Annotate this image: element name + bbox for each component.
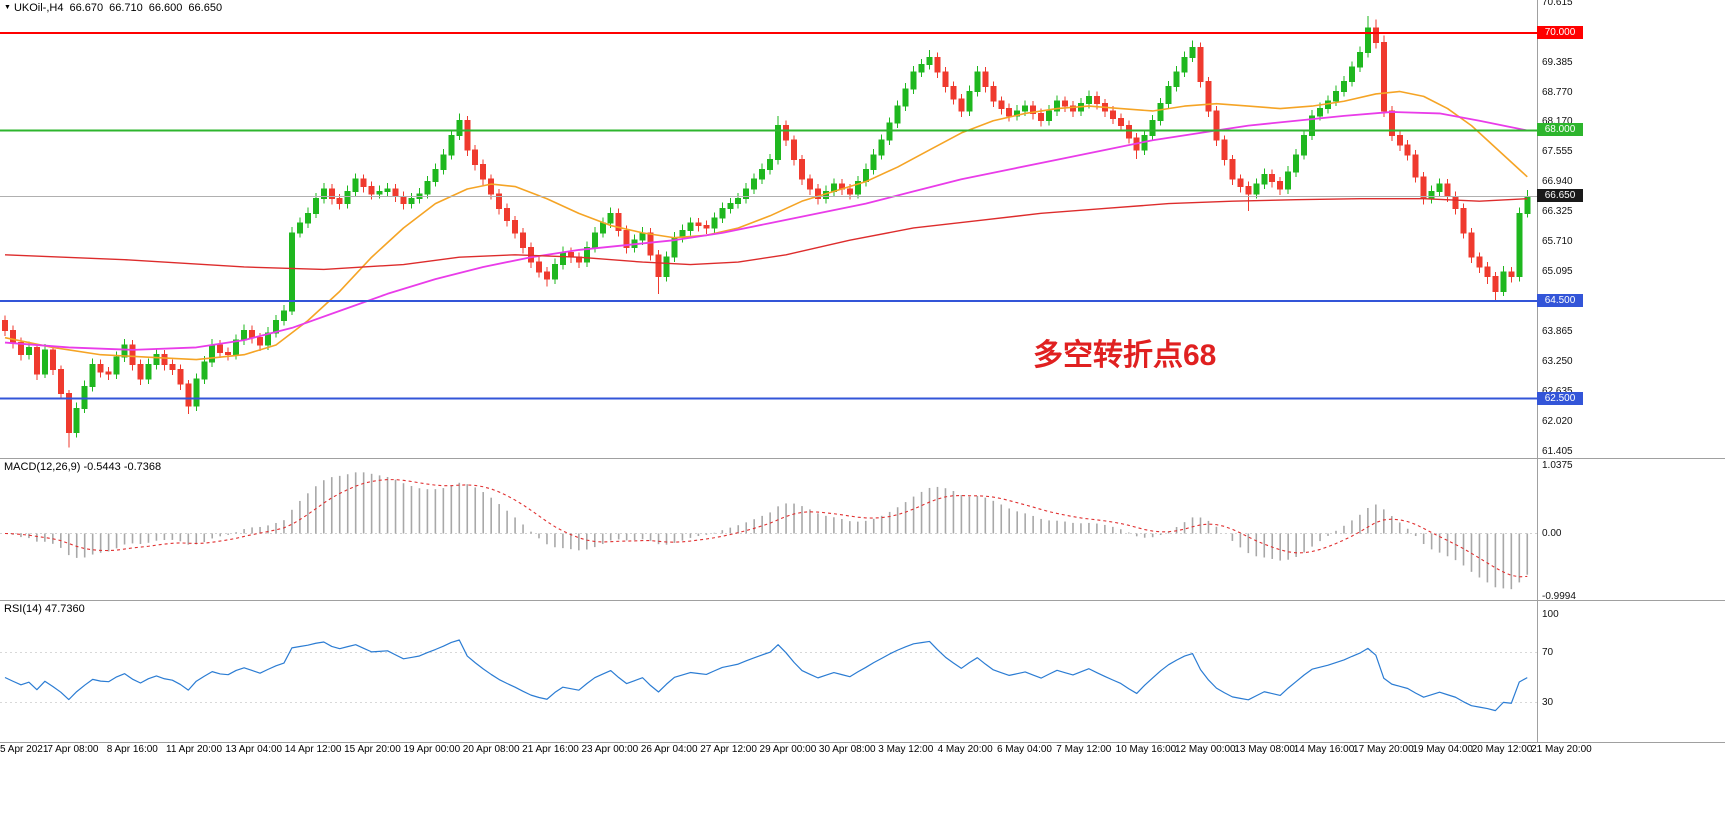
- time-axis-label: 15 Apr 20:00: [344, 744, 401, 755]
- price-level-badge: 70.000: [1537, 25, 1583, 39]
- rsi-indicator-label: RSI(14) 47.7360: [4, 603, 85, 615]
- symbol-timeframe: UKOil-,H4: [13, 2, 64, 14]
- time-axis-label: 20 May 12:00: [1471, 744, 1533, 755]
- macd-indicator-label: MACD(12,26,9) -0.5443 -0.7368: [4, 461, 162, 473]
- time-axis-label: 11 Apr 20:00: [166, 744, 223, 755]
- ohlc-low: 66.600: [148, 2, 183, 14]
- time-axis-label: 21 Apr 16:00: [522, 744, 579, 755]
- panel-separator[interactable]: [0, 742, 1725, 743]
- ohlc-open: 66.670: [69, 2, 104, 14]
- macd-indicator-canvas[interactable]: [0, 459, 1537, 601]
- price-axis-label: 61.405: [1542, 445, 1573, 457]
- rsi-indicator-canvas[interactable]: [0, 601, 1537, 742]
- price-level-badge: 62.500: [1537, 391, 1583, 405]
- time-axis-label: 20 Apr 08:00: [462, 744, 520, 755]
- macd-axis-label: -0.9994: [1542, 591, 1576, 602]
- price-axis-label: 69.385: [1542, 56, 1573, 68]
- time-axis-label: 5 Apr 2021: [0, 744, 49, 755]
- price-axis-label: 65.710: [1542, 236, 1573, 248]
- time-axis-label: 14 May 16:00: [1293, 744, 1355, 755]
- time-axis-label: 7 May 12:00: [1056, 744, 1112, 755]
- price-axis-label: 66.325: [1542, 206, 1573, 218]
- time-axis-label: 23 Apr 00:00: [581, 744, 639, 755]
- time-axis-label: 29 Apr 00:00: [759, 744, 817, 755]
- symbol-dropdown-icon: ▼: [4, 4, 11, 11]
- time-axis-label: 10 May 16:00: [1115, 744, 1177, 755]
- time-axis-label: 17 May 20:00: [1353, 744, 1414, 755]
- price-chart-canvas[interactable]: [0, 0, 1537, 458]
- ma-medium-magenta-line: [4, 111, 1528, 351]
- macd-axis-label: 0.00: [1542, 527, 1562, 539]
- time-axis-label: 6 May 04:00: [996, 744, 1052, 755]
- macd-axis-label: 1.0375: [1542, 460, 1573, 472]
- time-axis-label: 26 Apr 04:00: [640, 744, 698, 755]
- time-axis-label: 8 Apr 16:00: [106, 744, 158, 755]
- time-axis-label: 3 May 12:00: [878, 744, 934, 755]
- price-level-badge: 68.000: [1537, 123, 1583, 137]
- time-axis-label: 12 May 00:00: [1175, 744, 1236, 755]
- rsi-axis-label: 70: [1542, 646, 1554, 658]
- macd-histogram: [12, 472, 1529, 590]
- time-axis-label: 30 Apr 08:00: [818, 744, 876, 755]
- rsi-line: [4, 639, 1528, 712]
- rsi-axis-label: 30: [1542, 696, 1554, 708]
- price-axis-label: 63.250: [1542, 356, 1573, 368]
- time-axis-label: 7 Apr 08:00: [47, 744, 99, 755]
- price-axis-label: 62.635: [1542, 386, 1573, 398]
- chart-title: ▼ UKOil-,H4 66.670 66.710 66.600 66.650: [4, 2, 222, 14]
- macd-signal-line: [4, 479, 1528, 578]
- time-axis-label: 4 May 20:00: [937, 744, 993, 755]
- panel-separator[interactable]: [0, 458, 1725, 459]
- ohlc-close: 66.650: [188, 2, 223, 14]
- rsi-axis-label: 100: [1542, 609, 1559, 620]
- panel-separator[interactable]: [0, 600, 1725, 601]
- ohlc-high: 66.710: [109, 2, 143, 14]
- price-axis-label: 62.020: [1542, 416, 1573, 427]
- price-axis-label: 66.940: [1542, 176, 1573, 188]
- price-axis-label: 65.095: [1542, 266, 1573, 278]
- time-axis-label: 21 May 20:00: [1531, 744, 1592, 755]
- ma-fast-orange-line: [4, 90, 1528, 361]
- time-axis-label: 13 May 08:00: [1234, 744, 1295, 755]
- time-axis-label: 19 May 04:00: [1412, 744, 1473, 755]
- time-axis[interactable]: 5 Apr 2021 7 Apr 08:00 8 Apr 16:00 11 Apr 2…: [0, 744, 1725, 760]
- price-axis[interactable]: 70.615 69.385 68.770 68.170 67.555 66.940 66.3…: [1537, 0, 1725, 743]
- price-axis-label: 63.865: [1542, 326, 1573, 338]
- time-axis-label: 13 Apr 04:00: [225, 744, 283, 755]
- chart-annotation-text[interactable]: 多空转折点68: [1033, 339, 1217, 372]
- price-level-badge: 64.500: [1537, 294, 1583, 308]
- price-level-badge: 66.650: [1537, 189, 1583, 203]
- candles-series: [2, 15, 1531, 448]
- price-axis-label: 67.555: [1542, 146, 1573, 158]
- price-axis-border: [1537, 0, 1538, 743]
- price-axis-label: 68.170: [1542, 116, 1573, 128]
- price-axis-label: 70.615: [1542, 0, 1573, 8]
- time-axis-label: 27 Apr 12:00: [700, 744, 757, 755]
- time-axis-label: 19 Apr 00:00: [403, 744, 461, 755]
- time-axis-label: 14 Apr 12:00: [284, 744, 342, 755]
- ma-slow-red-line: [4, 198, 1528, 271]
- price-axis-label: 68.770: [1542, 86, 1573, 98]
